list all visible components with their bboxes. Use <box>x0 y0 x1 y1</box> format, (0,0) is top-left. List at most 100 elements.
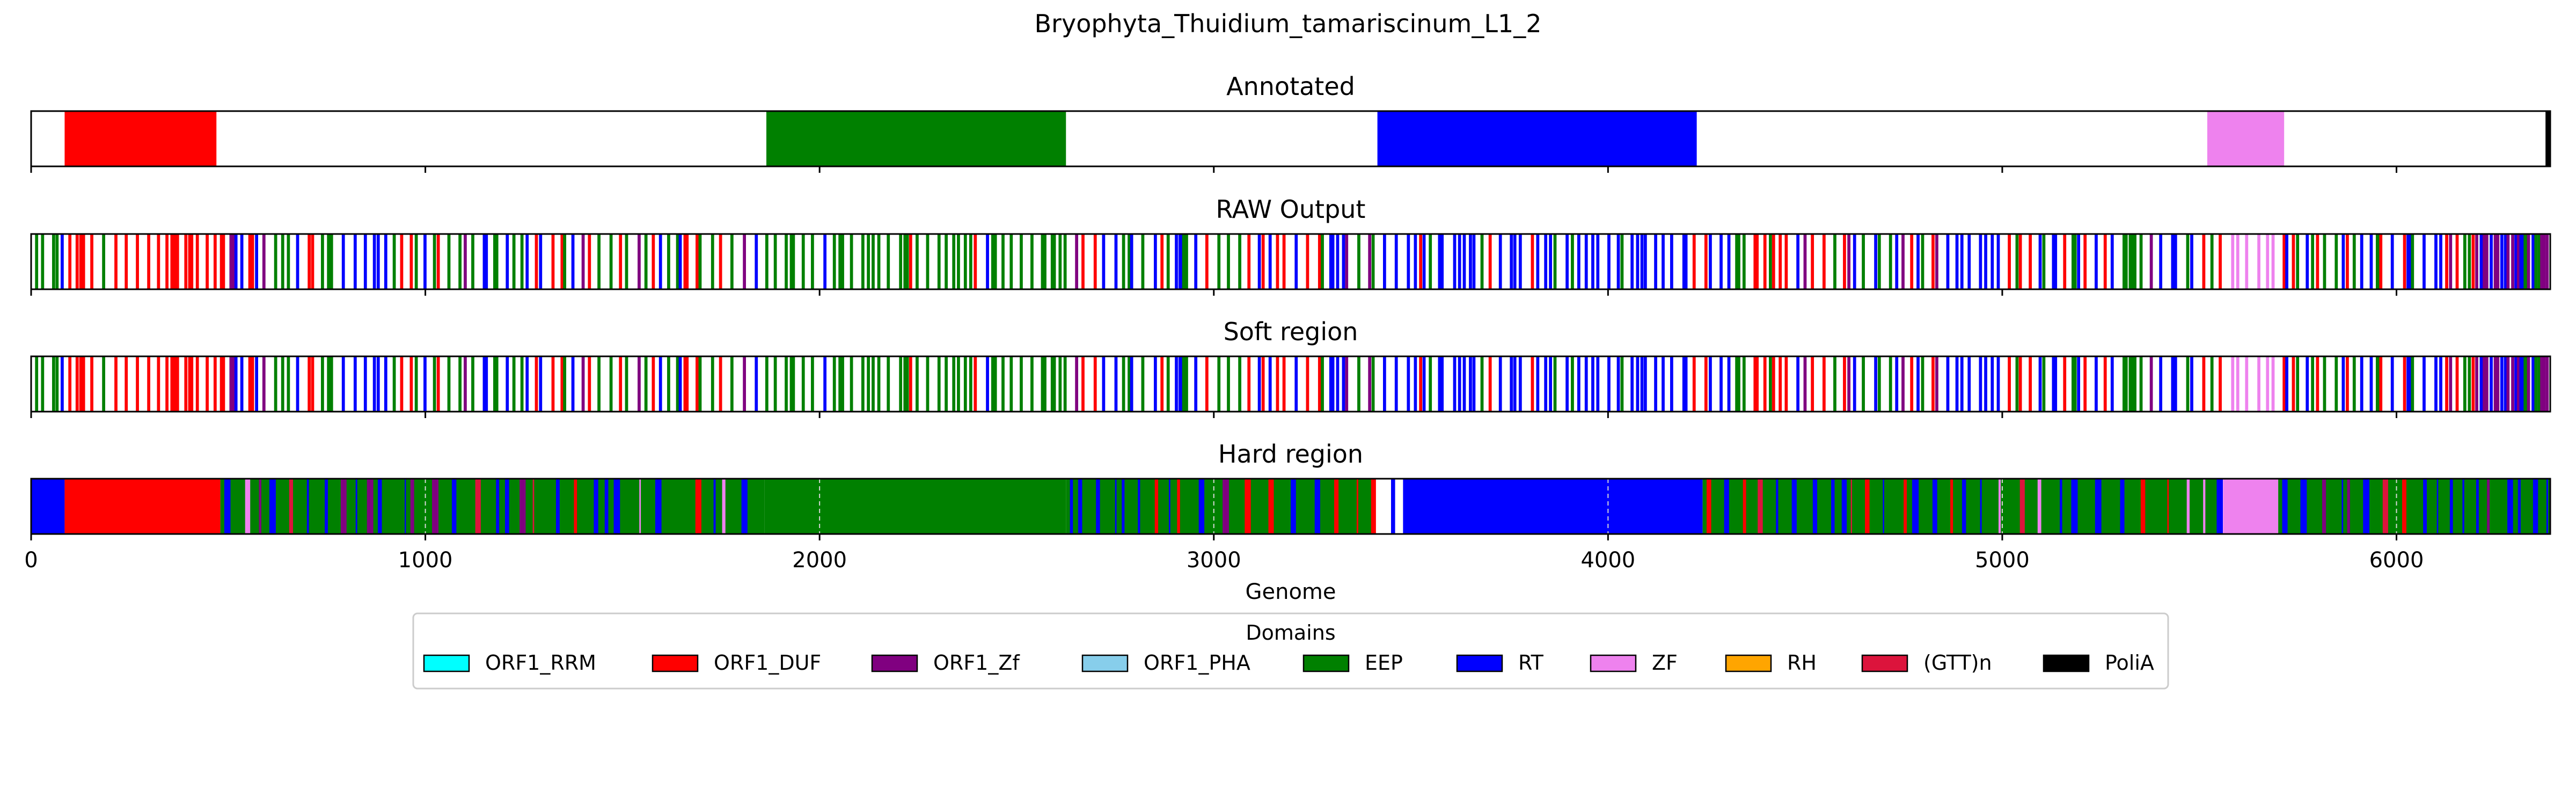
hit-orf1_zf <box>2475 356 2478 412</box>
hit-rt <box>713 479 716 534</box>
hit-orf1_duf <box>136 234 139 289</box>
hit-eep <box>1742 356 1746 412</box>
hit-rt <box>1168 479 1170 534</box>
hit-eep <box>281 234 284 289</box>
hit-rt <box>2514 356 2518 412</box>
hit-orf1_duf <box>1093 356 1097 412</box>
hit-rt <box>655 479 662 534</box>
hit-rt <box>2300 479 2307 534</box>
hit-zf <box>639 479 641 534</box>
hit-orf1_duf <box>1704 356 1708 412</box>
x-tick-label: 2000 <box>792 548 847 573</box>
hit-eep <box>765 356 769 412</box>
hit-eep <box>952 234 956 289</box>
hit-zf <box>2037 479 2041 534</box>
hit-rt <box>234 234 238 289</box>
hit-orf1_duf <box>1205 234 1209 289</box>
hit-eep <box>2334 356 2338 412</box>
hit-rt <box>1549 234 1553 289</box>
hit-rt <box>2110 234 2114 289</box>
panels: Annotated RAW Output Soft region Hard regio… <box>30 72 2551 540</box>
hit-orf1_duf <box>409 234 413 289</box>
hit-orf1_duf <box>173 234 177 289</box>
legend-label: ORF1_PHA <box>1144 651 1250 675</box>
hit-eep <box>1877 356 1881 412</box>
hit-rt <box>823 234 827 289</box>
hit-rt <box>384 356 387 412</box>
hit-eep <box>609 234 613 289</box>
hit-orf1_duf <box>683 356 689 412</box>
hit-rt <box>594 479 598 534</box>
hit-rt <box>2306 234 2309 289</box>
hit-rt <box>1565 234 1569 289</box>
hit-eep <box>563 234 567 289</box>
hit-orf1_zf <box>2149 234 2153 289</box>
hit-orf1_duf <box>2063 356 2067 412</box>
hit-rt <box>2439 356 2442 412</box>
hit-eep <box>287 234 290 289</box>
hit-rt <box>2282 479 2288 534</box>
hit-rt <box>255 356 258 412</box>
hit-orf1_duf <box>1245 479 1251 534</box>
hit-zf <box>1998 479 2001 534</box>
hit-rt <box>2518 479 2521 534</box>
hit-eep <box>872 234 875 289</box>
hit-rt <box>1577 234 1580 289</box>
hit-orf1_zf <box>1847 356 1851 412</box>
hit-eep <box>2411 356 2414 412</box>
hit-rt <box>1591 234 1594 289</box>
hit-rt <box>1422 356 1426 412</box>
hit-eep <box>609 356 613 412</box>
hit-orf1_duf <box>251 234 254 289</box>
hit-eep <box>597 356 601 412</box>
legend-swatch <box>1081 654 1129 672</box>
hit-rt <box>2171 356 2175 412</box>
hit-orf1_duf <box>1910 234 1914 289</box>
hit-eep <box>2133 234 2136 289</box>
panel-frame <box>30 233 2551 290</box>
hit-rt <box>2095 479 2102 534</box>
hit-rt <box>1268 356 1272 412</box>
hit-rt <box>1709 234 1712 289</box>
segment-eep <box>766 111 1066 166</box>
hit-eep <box>1122 356 1125 412</box>
hit-orf1_duf <box>2167 479 2169 534</box>
hit-eep <box>2015 356 2019 412</box>
hit-zf <box>2245 356 2249 412</box>
hit-rt <box>1853 234 1856 289</box>
hit-rt <box>1607 356 1611 412</box>
hit-rt <box>2285 234 2288 289</box>
hit-orf1_duf <box>1822 234 1826 289</box>
hit-rt <box>2479 356 2485 412</box>
hit-rt <box>1682 234 1688 289</box>
hit-rt <box>2077 356 2081 412</box>
hit-rt <box>1536 356 1540 412</box>
hit-eep <box>1620 356 1624 412</box>
hit-eep <box>872 356 875 412</box>
hit-rt <box>1458 356 1461 412</box>
hit-rt <box>405 479 406 534</box>
hit-orf1_duf <box>213 234 217 289</box>
legend-label: ORF1_Zf <box>933 651 1020 675</box>
hit-eep <box>1227 356 1230 412</box>
hit-rt <box>378 479 382 534</box>
hit-rt <box>2306 356 2309 412</box>
hit-rt <box>1178 356 1184 412</box>
hit-orf1_zf <box>2542 234 2546 289</box>
hit-orf1_duf <box>2455 234 2459 289</box>
hit-eep <box>102 234 106 289</box>
hit-rt <box>1636 234 1640 289</box>
hit-rt <box>1518 234 1522 289</box>
hit-rt <box>1883 479 1884 534</box>
hit-rt <box>1812 479 1818 534</box>
hit-eep <box>1063 356 1067 412</box>
hit-rt <box>1727 356 1731 412</box>
hit-orf1_zf <box>262 234 266 289</box>
hit-orf1_duf <box>619 356 623 412</box>
hit-eep <box>2537 234 2541 289</box>
hit-eep <box>1480 234 1484 289</box>
hit-rt <box>2476 479 2479 534</box>
legend-label: PoliA <box>2105 651 2154 675</box>
hit-eep <box>414 234 418 289</box>
hit-rt <box>482 356 488 412</box>
